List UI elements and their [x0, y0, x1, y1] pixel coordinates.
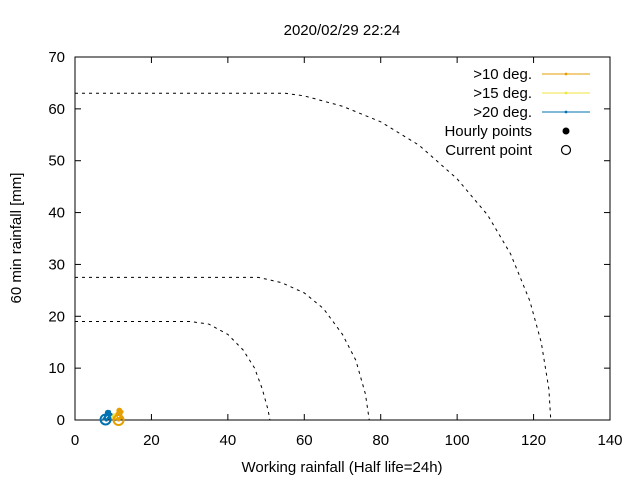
- y-tick-label: 10: [48, 360, 65, 377]
- y-tick-label: 70: [48, 49, 65, 66]
- x-tick-label: 140: [597, 432, 622, 449]
- y-tick-label: 0: [57, 412, 65, 429]
- legend-label: >15 deg.: [473, 85, 532, 102]
- x-tick-label: 80: [372, 432, 389, 449]
- legend-label: >20 deg.: [473, 104, 532, 121]
- current-point: [99, 413, 112, 426]
- y-tick-label: 30: [48, 256, 65, 273]
- legend-filled-circle: [562, 127, 570, 135]
- threshold-curve: [75, 92, 552, 421]
- legend-line-marker: [564, 72, 568, 76]
- chart-title: 2020/02/29 22:24: [284, 22, 401, 39]
- legend-line-marker: [564, 110, 568, 114]
- y-tick-label: 20: [48, 308, 65, 325]
- y-tick-label: 40: [48, 205, 65, 222]
- x-tick-label: 0: [71, 432, 79, 449]
- y-axis-label: 60 min rainfall [mm]: [8, 173, 25, 304]
- current-point: [112, 414, 125, 426]
- threshold-curve: [75, 320, 271, 421]
- series-point: [116, 418, 121, 422]
- x-axis-label: Working rainfall (Half life=24h): [241, 459, 442, 476]
- y-tick-label: 50: [48, 153, 65, 170]
- legend-label: Current point: [445, 142, 533, 159]
- legend-label: Hourly points: [444, 123, 532, 140]
- legend-line-marker: [564, 91, 568, 95]
- plot-area: 0 20 40 60 80 100 120 140 0 10 20 30 40 50 60 70: [48, 49, 622, 449]
- threshold-curve: [75, 276, 370, 421]
- x-tick-label: 100: [445, 432, 470, 449]
- x-tick-label: 120: [521, 432, 546, 449]
- legend: >10 deg. >15 deg. >20 deg. Hourly points Cur…: [444, 66, 590, 159]
- legend-label: >10 deg.: [473, 66, 532, 83]
- legend-open-circle: [560, 144, 572, 156]
- x-tick-label: 40: [220, 432, 237, 449]
- series-point: [103, 416, 107, 421]
- plot-frame: [74, 56, 611, 421]
- hourly-point: [116, 407, 123, 414]
- x-tick-label: 60: [296, 432, 313, 449]
- y-tick-label: 60: [48, 101, 65, 118]
- x-tick-label: 20: [143, 432, 160, 449]
